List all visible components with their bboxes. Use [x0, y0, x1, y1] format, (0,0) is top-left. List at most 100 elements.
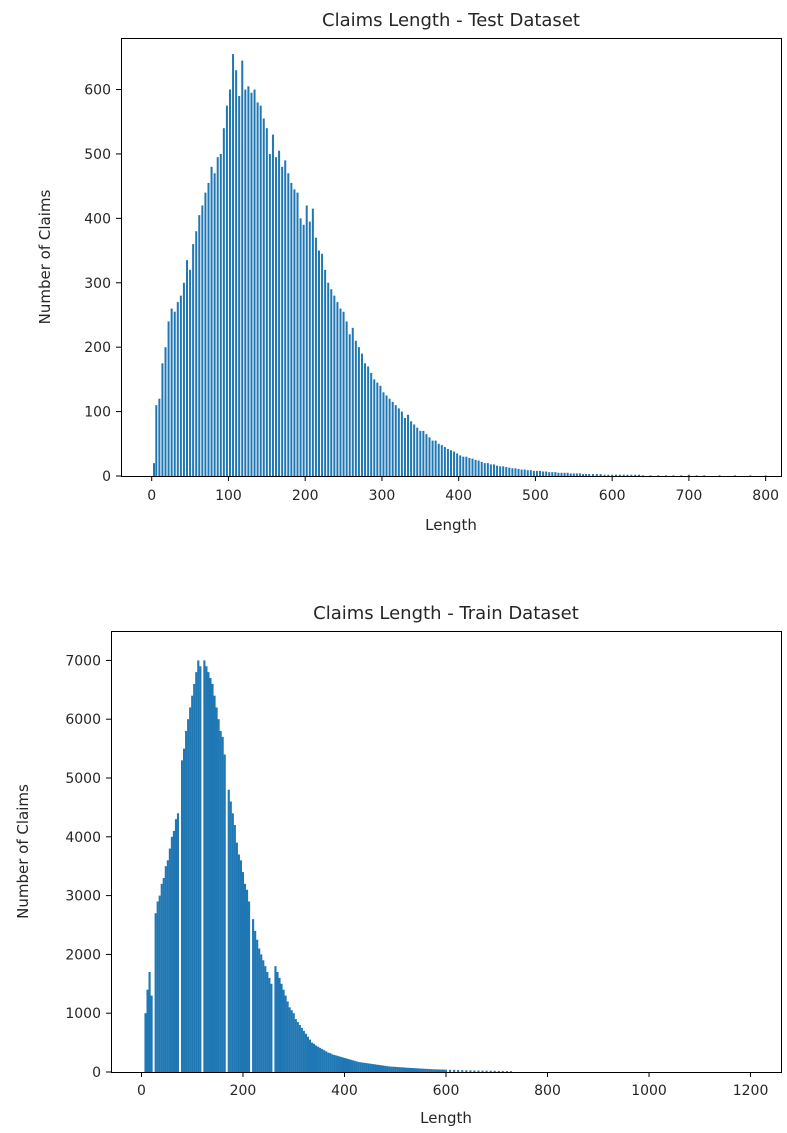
histogram-bar	[216, 157, 219, 476]
histogram-bar	[276, 972, 279, 1072]
histogram-bar	[207, 182, 210, 476]
histogram-bar	[412, 1068, 415, 1072]
histogram-bar	[186, 260, 188, 476]
histogram-bar	[497, 1070, 500, 1072]
histogram-bar	[275, 157, 278, 476]
histogram-bar	[403, 418, 406, 476]
histogram-bar	[245, 889, 249, 1072]
histogram-bar	[453, 1069, 456, 1072]
y-axis-label: Number of Claims	[14, 784, 32, 919]
histogram-bar	[413, 424, 416, 476]
histogram-bar	[339, 1056, 342, 1072]
histogram-bar	[539, 470, 542, 476]
histogram-bar	[437, 443, 440, 476]
histogram-bar	[523, 469, 526, 476]
y-axis-label: Number of Claims	[36, 189, 54, 324]
histogram-bar	[381, 1065, 385, 1072]
histogram-bar	[160, 883, 163, 1072]
histogram-bar	[183, 748, 186, 1072]
y-tick-label: 4000	[65, 830, 101, 846]
histogram-bar	[243, 883, 247, 1072]
histogram-bar	[680, 475, 683, 476]
histogram-bar	[329, 1053, 332, 1072]
histogram-bar	[369, 1063, 372, 1072]
histogram-bar	[384, 1065, 387, 1072]
histogram-bar	[398, 1067, 401, 1072]
histogram-bar	[265, 128, 268, 476]
x-tick-label: 100	[215, 488, 242, 504]
histogram-bar	[296, 192, 299, 476]
histogram-bar	[339, 308, 342, 476]
histogram-bar	[154, 913, 157, 1072]
histogram-bar	[622, 474, 625, 476]
histogram-bar	[271, 134, 274, 476]
x-tick-label: 600	[599, 488, 626, 504]
histogram-bar	[205, 666, 208, 1072]
histogram-bar	[343, 1057, 346, 1072]
histogram-bar	[182, 282, 185, 476]
histogram-bar	[501, 1071, 504, 1072]
histogram-bar	[477, 460, 480, 476]
histogram-bar	[278, 977, 281, 1072]
histogram-bar	[345, 321, 348, 476]
histogram-bar	[247, 901, 251, 1072]
histogram-bar	[292, 1013, 295, 1072]
histogram-bar	[394, 405, 397, 476]
histogram-bar	[300, 1027, 303, 1072]
histogram-bar	[199, 666, 202, 1072]
histogram-bar	[569, 473, 572, 476]
histogram-bar	[302, 1030, 305, 1072]
histogram-bar	[416, 427, 419, 476]
histogram-bar	[244, 89, 247, 476]
histogram-bar	[308, 1039, 312, 1072]
histogram-bar	[377, 1064, 381, 1072]
histogram-bar	[192, 244, 195, 476]
histogram-bar	[278, 150, 281, 476]
histogram-bar	[410, 421, 413, 476]
histogram-bar	[348, 334, 351, 476]
histogram-bar	[232, 54, 235, 476]
y-tick-label: 6000	[65, 712, 101, 728]
histogram-bar	[626, 474, 629, 476]
histogram-bar	[235, 70, 238, 477]
histogram-bar	[431, 440, 434, 476]
histogram-bar	[456, 453, 459, 476]
histogram-bar	[256, 102, 259, 476]
histogram-bar	[416, 1068, 419, 1072]
histogram-bar	[461, 1070, 464, 1072]
histogram-bar	[514, 468, 517, 476]
histogram-bar	[462, 456, 465, 476]
histogram-bar	[174, 819, 178, 1072]
bars	[153, 54, 767, 477]
histogram-bar	[370, 372, 373, 476]
histogram-bar	[170, 308, 173, 476]
histogram-bar	[296, 1022, 299, 1072]
histogram-bar	[331, 1054, 334, 1072]
y-tick-label: 500	[84, 147, 111, 163]
histogram-bar	[327, 1052, 330, 1072]
histogram-bar	[434, 440, 437, 476]
histogram-bar	[327, 282, 330, 476]
histogram-bar	[453, 451, 456, 476]
histogram-bar	[280, 983, 283, 1072]
histogram-bar	[302, 224, 305, 476]
histogram-bar	[247, 86, 250, 476]
histogram-bar	[572, 473, 575, 476]
histogram-bar	[298, 1024, 301, 1072]
x-tick-label: 1200	[733, 1083, 769, 1099]
histogram-bar	[213, 695, 216, 1072]
histogram-bar	[262, 118, 265, 476]
histogram-bar	[471, 458, 474, 476]
histogram-bar	[641, 475, 644, 476]
histogram-bar	[238, 95, 241, 476]
histogram-bar	[319, 1047, 322, 1072]
histogram-bar	[284, 160, 287, 476]
histogram-bar	[468, 457, 471, 476]
histogram-bar	[578, 473, 581, 476]
histogram-bar	[293, 189, 296, 476]
histogram-bar	[321, 253, 324, 476]
histogram-bar	[465, 456, 468, 476]
histogram-bar	[634, 474, 637, 476]
histogram-bar	[473, 1070, 476, 1072]
histogram-bar	[718, 475, 721, 476]
